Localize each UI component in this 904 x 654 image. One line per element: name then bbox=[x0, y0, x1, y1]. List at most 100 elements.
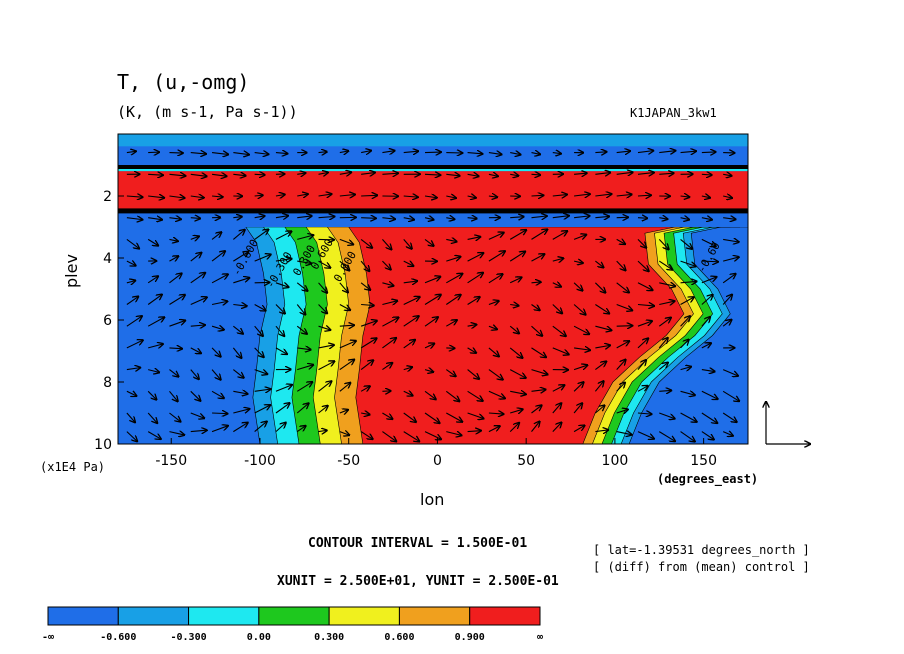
wind-vector bbox=[659, 173, 673, 174]
wind-vector bbox=[509, 347, 522, 358]
wind-vector bbox=[169, 348, 181, 349]
wind-vector bbox=[318, 172, 328, 174]
wind-vector bbox=[531, 325, 542, 336]
wind-vector bbox=[552, 258, 563, 261]
wind-vector bbox=[275, 403, 290, 414]
wind-vector bbox=[318, 282, 327, 293]
wind-vector bbox=[488, 153, 501, 155]
wind-vector bbox=[701, 196, 710, 198]
wind-vector bbox=[488, 174, 498, 176]
wind-vector bbox=[531, 174, 540, 175]
wind-vector bbox=[296, 325, 307, 334]
wind-vector bbox=[233, 423, 247, 433]
wind-vector bbox=[318, 430, 327, 431]
wind-vector bbox=[531, 405, 541, 414]
wind-vector bbox=[169, 390, 177, 401]
wind-vector bbox=[531, 153, 539, 155]
wind-vector bbox=[446, 274, 462, 284]
wind-vector bbox=[254, 195, 263, 196]
colorbar-swatch bbox=[328, 606, 400, 626]
wind-vector bbox=[509, 277, 521, 284]
wind-vector bbox=[510, 217, 523, 218]
wind-vector bbox=[637, 360, 646, 370]
y-tick-label: 6 bbox=[103, 313, 112, 329]
wind-vector bbox=[318, 152, 327, 153]
wind-vector bbox=[446, 257, 460, 262]
wind-vector bbox=[424, 196, 437, 198]
wind-vector bbox=[275, 347, 287, 354]
wind-vector bbox=[424, 317, 438, 327]
wind-vector bbox=[403, 340, 415, 349]
wind-vector bbox=[446, 174, 459, 176]
wind-vector bbox=[573, 304, 585, 315]
wind-vector bbox=[658, 431, 675, 442]
wind-vector bbox=[190, 297, 207, 306]
wind-vector bbox=[126, 151, 136, 152]
wind-vector bbox=[446, 432, 461, 436]
wind-vector bbox=[701, 412, 717, 423]
run-name: K1JAPAN_3kw1 bbox=[630, 106, 717, 120]
wind-vector bbox=[211, 196, 223, 197]
wind-vector bbox=[297, 173, 305, 174]
wind-vector bbox=[616, 151, 630, 153]
wind-vector bbox=[297, 365, 313, 371]
wind-vector bbox=[254, 255, 271, 262]
wind-vector bbox=[190, 273, 205, 284]
wind-vector bbox=[594, 381, 603, 392]
wind-vector bbox=[701, 431, 714, 440]
wind-vector bbox=[147, 295, 162, 305]
wind-vector bbox=[552, 283, 561, 287]
wind-vector bbox=[424, 295, 441, 305]
wind-vector bbox=[446, 196, 455, 198]
wind-vector bbox=[169, 239, 177, 241]
wind-vector bbox=[424, 370, 433, 372]
wind-vector bbox=[126, 238, 139, 248]
wind-vector bbox=[531, 369, 547, 375]
wind-vector bbox=[318, 260, 331, 268]
wind-vector bbox=[488, 301, 499, 305]
wind-vector bbox=[169, 369, 178, 377]
wind-vector bbox=[467, 153, 483, 154]
chart-units: (K, (m s-1, Pa s-1)) bbox=[117, 103, 298, 121]
wind-vector bbox=[573, 282, 582, 291]
wind-vector bbox=[574, 216, 589, 218]
wind-vector bbox=[509, 230, 526, 240]
wind-vector bbox=[361, 218, 376, 219]
wind-vector bbox=[169, 274, 181, 284]
wind-vector bbox=[531, 347, 545, 357]
wind-vector bbox=[509, 369, 525, 378]
wind-vector bbox=[126, 297, 138, 305]
wind-vector bbox=[211, 251, 225, 262]
wind-vector bbox=[361, 305, 374, 306]
wind-vector bbox=[211, 174, 226, 176]
wind-vector bbox=[403, 218, 414, 220]
wind-vector bbox=[637, 282, 652, 290]
wind-vector bbox=[552, 153, 561, 154]
x-tick-label: 0 bbox=[433, 453, 442, 469]
wind-vector bbox=[424, 238, 434, 245]
wind-vector bbox=[275, 325, 284, 336]
wind-vector bbox=[360, 321, 377, 327]
wind-vector bbox=[467, 253, 484, 262]
wind-vector bbox=[595, 345, 610, 348]
colorbar-label: 0.00 bbox=[247, 632, 271, 643]
wind-vector bbox=[190, 236, 199, 239]
wind-vector bbox=[701, 370, 715, 372]
wind-vector bbox=[361, 151, 371, 153]
wind-vector bbox=[595, 173, 610, 175]
wind-vector bbox=[297, 235, 313, 240]
wind-vector bbox=[382, 151, 394, 153]
wind-vector bbox=[190, 196, 204, 198]
wind-vector bbox=[382, 301, 397, 305]
wind-vector bbox=[445, 369, 455, 377]
wind-vector bbox=[275, 259, 292, 261]
wind-vector bbox=[467, 348, 476, 353]
wind-vector bbox=[467, 273, 483, 284]
wind-vector bbox=[723, 257, 739, 261]
wind-vector bbox=[254, 325, 263, 336]
wind-vector bbox=[637, 195, 651, 196]
wind-vector bbox=[659, 412, 674, 419]
upper-band-3 bbox=[118, 171, 748, 212]
wind-vector bbox=[552, 325, 566, 336]
